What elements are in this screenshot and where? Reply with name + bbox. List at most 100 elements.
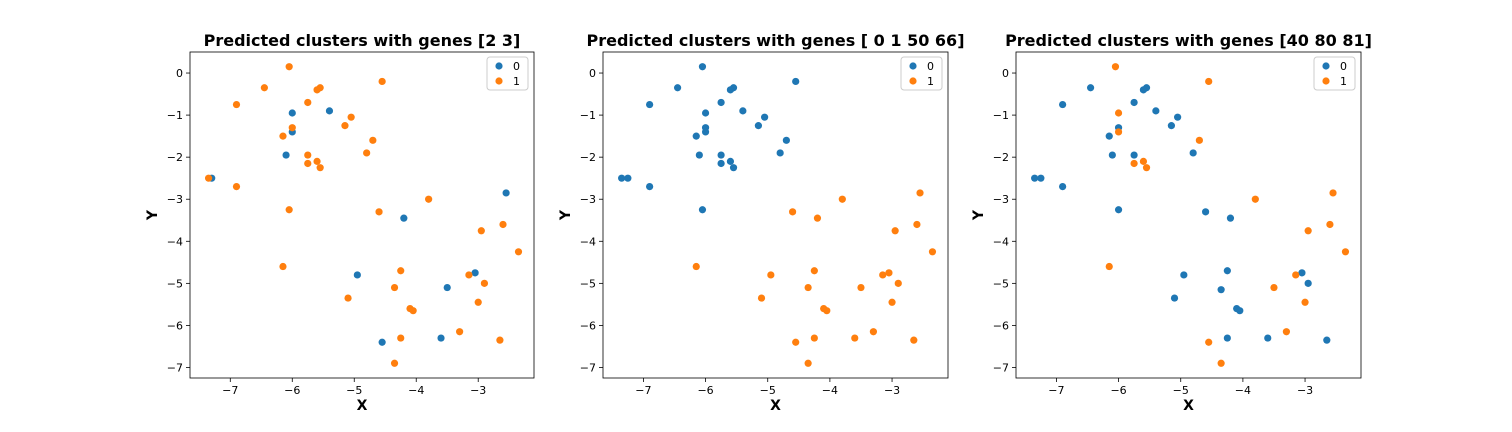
y-axis-label: Y (145, 209, 161, 221)
data-point-series-1 (397, 267, 405, 275)
x-tick-label: −6 (697, 384, 713, 397)
data-point-series-0 (1226, 214, 1235, 222)
data-point-series-1 (232, 100, 241, 109)
x-axis-label: X (1183, 398, 1194, 414)
x-tick-label: −4 (408, 384, 424, 397)
data-point-series-1 (792, 338, 800, 346)
data-point-series-1 (928, 248, 937, 256)
data-point-series-1 (1130, 159, 1138, 168)
data-point-series-0 (618, 174, 626, 182)
data-point-series-0 (1217, 286, 1225, 294)
data-point-series-1 (1292, 271, 1300, 279)
y-tick-label: −7 (167, 361, 183, 374)
data-point-series-1 (397, 334, 405, 342)
data-point-series-1 (514, 248, 523, 256)
data-point-series-1 (347, 113, 355, 121)
chart-panel-2: Predicted clusters with genes [ 0 1 50 6… (558, 31, 965, 414)
data-point-series-1 (465, 271, 473, 279)
data-point-series-0 (792, 77, 800, 86)
y-tick-label: −5 (167, 277, 183, 290)
data-point-series-1 (496, 336, 504, 344)
y-tick-label: −2 (580, 151, 596, 164)
x-tick-label: −7 (222, 384, 238, 397)
data-point-series-1 (260, 84, 268, 92)
data-point-series-1 (857, 283, 865, 292)
data-point-series-0 (717, 151, 725, 159)
data-point-series-0 (1130, 151, 1138, 159)
data-point-series-0 (776, 149, 784, 157)
data-point-series-1 (1304, 227, 1312, 235)
data-point-series-0 (1223, 334, 1231, 342)
data-point-series-0 (717, 98, 725, 107)
y-tick-label: −7 (993, 361, 1009, 374)
legend-label-1: 1 (927, 75, 934, 88)
data-point-series-0 (673, 84, 682, 92)
data-point-series-0 (717, 159, 725, 168)
data-point-series-0 (1059, 100, 1067, 109)
chart-title: Predicted clusters with genes [2 3] (204, 31, 521, 50)
data-point-series-1 (499, 220, 507, 229)
x-tick-label: −3 (884, 384, 900, 397)
data-point-series-0 (739, 107, 747, 115)
y-tick-label: −6 (167, 319, 183, 332)
data-point-series-0 (1298, 269, 1306, 277)
y-tick-label: −7 (580, 361, 596, 374)
x-tick-label: −7 (635, 384, 651, 397)
data-point-series-0 (1323, 336, 1331, 344)
data-point-series-0 (695, 151, 703, 159)
data-point-series-1 (916, 189, 924, 197)
data-point-series-1 (1111, 63, 1120, 71)
data-point-series-1 (913, 220, 921, 229)
y-tick-label: −6 (993, 319, 1009, 332)
data-point-series-0 (761, 113, 769, 121)
data-point-series-1 (204, 174, 213, 182)
data-point-series-1 (304, 159, 312, 168)
data-point-series-1 (304, 151, 312, 159)
data-point-series-0 (1223, 267, 1231, 275)
y-tick-label: −5 (580, 277, 596, 290)
y-tick-label: 0 (176, 67, 183, 80)
data-point-series-0 (400, 214, 408, 222)
data-point-series-1 (804, 283, 812, 292)
legend-marker-1 (1322, 77, 1330, 85)
data-point-series-0 (1264, 334, 1272, 342)
data-point-series-1 (304, 98, 312, 107)
data-point-series-1 (375, 208, 383, 216)
y-axis-label: Y (971, 209, 987, 221)
data-point-series-0 (692, 132, 700, 140)
chart-panel-1: Predicted clusters with genes [2 3] −7 −6 −… (145, 31, 535, 414)
data-point-series-1 (1282, 328, 1291, 336)
data-point-series-1 (1114, 109, 1123, 117)
data-point-series-1 (477, 227, 485, 235)
data-point-series-0 (624, 174, 632, 182)
data-point-series-1 (869, 328, 878, 336)
data-point-series-1 (232, 183, 241, 191)
data-point-series-0 (1167, 122, 1176, 130)
data-point-series-1 (313, 86, 321, 94)
data-point-series-1 (279, 132, 287, 140)
data-point-series-1 (480, 279, 489, 287)
data-point-series-1 (804, 359, 812, 367)
legend-label-0: 0 (1340, 60, 1347, 73)
data-point-series-1 (1301, 298, 1309, 306)
y-tick-label: −2 (167, 151, 183, 164)
data-point-series-0 (1105, 132, 1113, 140)
data-point-series-0 (1201, 208, 1210, 216)
data-point-series-1 (692, 262, 700, 271)
y-tick-label: −1 (167, 109, 183, 122)
data-point-series-1 (1217, 359, 1225, 367)
y-tick-label: −4 (580, 235, 596, 248)
data-point-series-1 (285, 206, 293, 214)
data-point-series-1 (851, 334, 859, 342)
legend-label-0: 0 (513, 60, 520, 73)
data-point-series-1 (316, 164, 324, 172)
data-point-series-0 (353, 271, 361, 279)
data-point-series-1 (1205, 338, 1213, 346)
data-point-series-1 (313, 157, 321, 165)
plot-frame (1015, 51, 1362, 379)
data-point-series-0 (502, 189, 510, 197)
data-point-series-1 (363, 149, 371, 157)
data-point-series-1 (891, 227, 899, 235)
data-point-series-1 (810, 267, 818, 275)
x-axis-label: X (770, 398, 781, 414)
